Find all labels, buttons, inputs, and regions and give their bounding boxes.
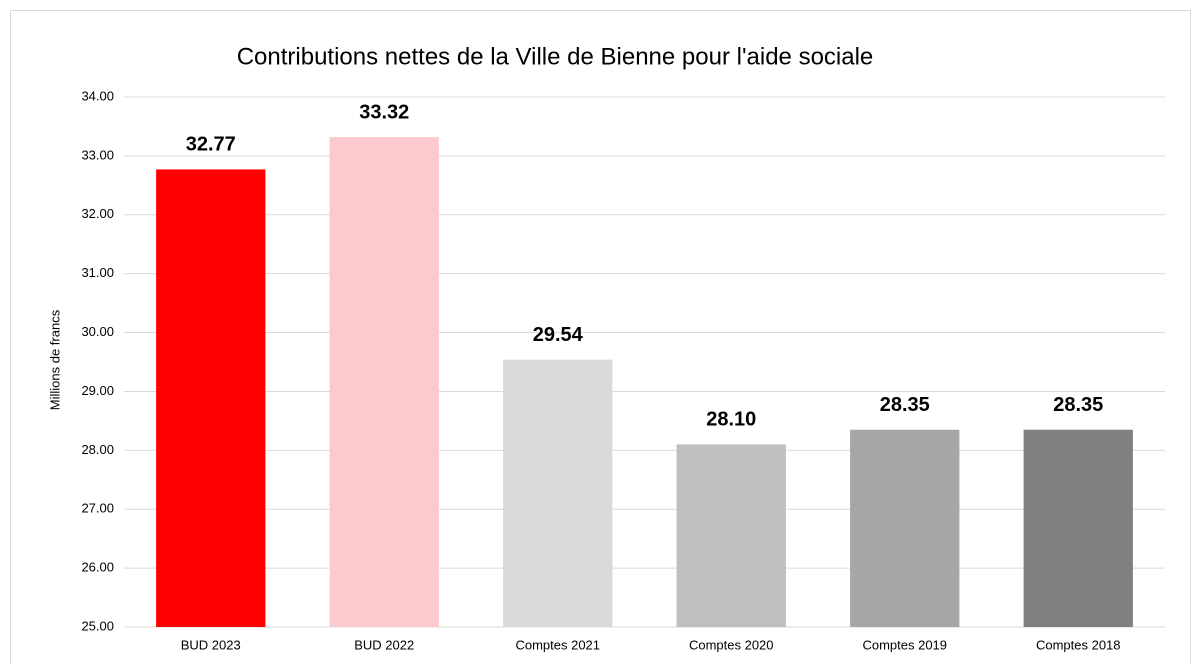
x-tick-label: BUD 2023 [181,637,241,652]
data-label: 32.77 [186,134,236,156]
y-tick-label: 28.00 [81,442,114,457]
x-tick-label: BUD 2022 [354,637,414,652]
y-tick-label: 27.00 [81,501,114,516]
data-label: 29.54 [533,324,584,346]
bar [503,359,613,627]
data-label: 28.10 [706,409,756,431]
x-tick-label: Comptes 2020 [689,637,774,652]
bar [1023,429,1133,627]
data-label: 28.35 [1053,394,1103,416]
y-tick-label: 31.00 [81,265,114,280]
y-tick-label: 33.00 [81,147,114,162]
y-tick-label: 34.00 [81,88,114,103]
bar [156,169,266,627]
data-label: 28.35 [880,394,930,416]
bar [676,444,786,627]
x-tick-label: Comptes 2021 [515,637,600,652]
x-tick-label: Comptes 2019 [862,637,947,652]
x-tick-label: Comptes 2018 [1036,637,1121,652]
chart-title: Contributions nettes de la Ville de Bien… [237,43,874,70]
bar [850,429,960,627]
data-label: 33.32 [359,101,409,123]
y-tick-label: 32.00 [81,206,114,221]
y-tick-label: 26.00 [81,560,114,575]
y-axis-label: Millions de francs [47,309,62,410]
y-tick-label: 30.00 [81,324,114,339]
bar [329,137,439,628]
y-tick-label: 29.00 [81,383,114,398]
chart-frame [10,10,1191,664]
y-tick-label: 25.00 [81,618,114,633]
